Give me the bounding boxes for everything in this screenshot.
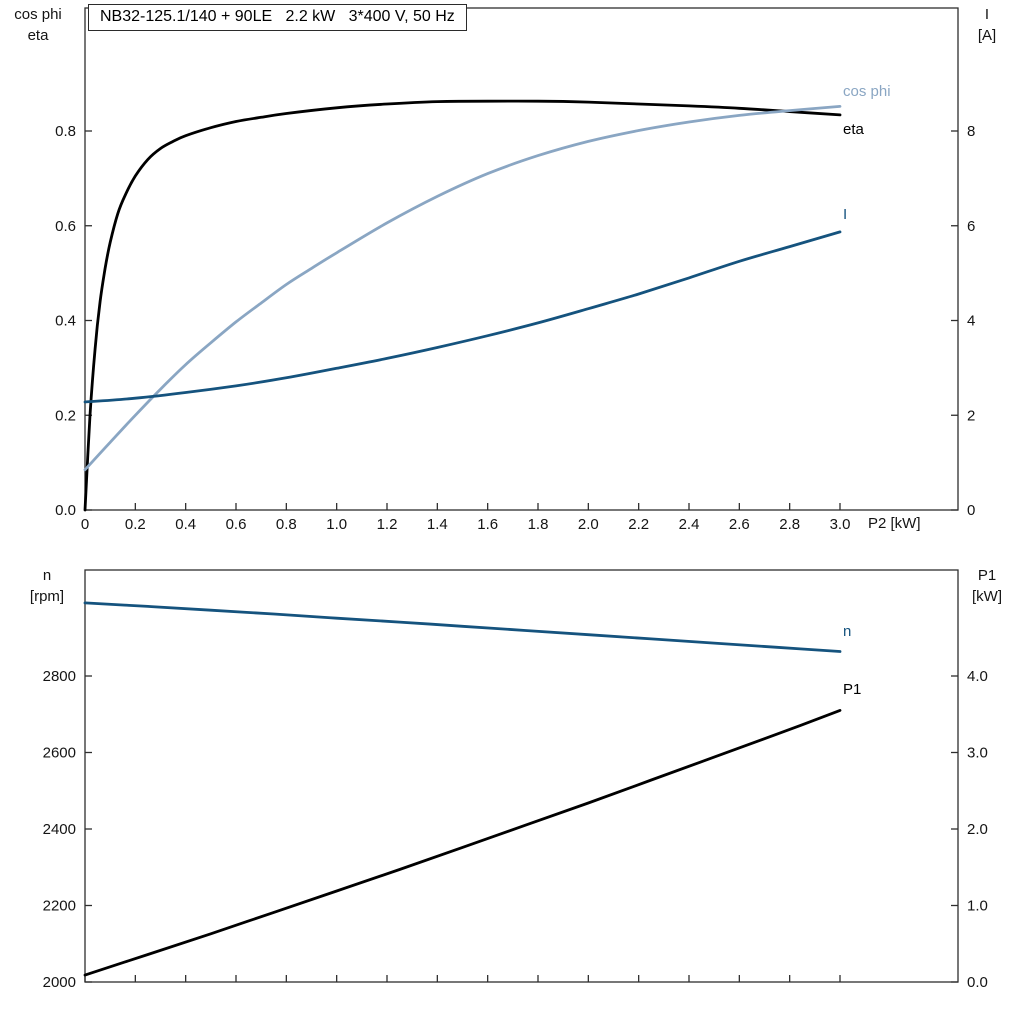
x-tick-label: 0.8 <box>276 516 297 533</box>
x-tick-label: 2.0 <box>578 516 599 533</box>
x-tick-label: 1.2 <box>377 516 398 533</box>
x-tick-label: 1.6 <box>477 516 498 533</box>
left-tick-label: 0.4 <box>55 313 76 330</box>
x-tick-label: 2.4 <box>679 516 700 533</box>
top-left-axis-title-line2: eta <box>27 27 49 44</box>
right-tick-label: 6 <box>967 218 975 235</box>
plot-frame <box>84 7 959 511</box>
curve-n <box>83 601 842 653</box>
x-tick-label: 2.6 <box>729 516 750 533</box>
right-tick-label: 8 <box>967 123 975 140</box>
left-tick-label: 0.2 <box>55 407 76 424</box>
right-tick-label: 1.0 <box>967 898 988 915</box>
right-tick-label: 4.0 <box>967 668 988 685</box>
top-right-axis-title-line1: I <box>984 6 990 23</box>
left-tick-label: 0.6 <box>55 218 76 235</box>
bottom-right-axis-title-line1: P1 <box>977 567 997 584</box>
left-tick-label: 0.0 <box>55 502 76 519</box>
plot-frame <box>84 569 959 983</box>
right-tick-label: 2.0 <box>967 821 988 838</box>
x-tick-label: 0.6 <box>226 516 247 533</box>
x-tick-label: 2.2 <box>628 516 649 533</box>
left-tick-label: 2000 <box>43 974 76 991</box>
bottom-left-axis-title-line1: n <box>42 567 52 584</box>
curve-eta <box>83 99 842 512</box>
right-tick-label: 0.0 <box>967 974 988 991</box>
bottom-right-axis-title-line2: [kW] <box>972 588 1002 605</box>
series-label-eta: eta <box>843 121 864 138</box>
left-tick-label: 2600 <box>43 745 76 762</box>
x-tick-label: 0.4 <box>175 516 196 533</box>
x-tick-label: 1.8 <box>528 516 549 533</box>
right-tick-label: 0 <box>967 502 975 519</box>
series-label-p1: P1 <box>843 681 862 698</box>
series-label-cos-phi: cos phi <box>843 83 891 100</box>
x-tick-label: 2.8 <box>779 516 800 533</box>
right-tick-label: 3.0 <box>967 745 988 762</box>
left-tick-label: 2200 <box>43 898 76 915</box>
left-tick-label: 2800 <box>43 668 76 685</box>
curve-p1 <box>83 709 842 977</box>
top-left-axis-title-line1: cos phi <box>14 6 62 23</box>
series-label-n: n <box>843 623 852 640</box>
bottom-left-axis-title-line2: [rpm] <box>29 588 65 605</box>
left-tick-label: 2400 <box>43 821 76 838</box>
x-tick-label: 3.0 <box>830 516 851 533</box>
top-right-axis-title-line2: [A] <box>977 27 997 44</box>
left-tick-label: 0.8 <box>55 123 76 140</box>
right-tick-label: 4 <box>967 313 975 330</box>
chart-title: NB32-125.1/140 + 90LE 2.2 kW 3*400 V, 50… <box>88 4 467 31</box>
curve-current <box>83 230 842 404</box>
series-label-current: I <box>843 206 848 223</box>
x-tick-label: 1.0 <box>326 516 347 533</box>
x-axis-title: P2 [kW] <box>868 515 921 532</box>
x-tick-label: 1.4 <box>427 516 448 533</box>
curve-cos-phi <box>83 105 842 472</box>
right-tick-label: 2 <box>967 407 975 424</box>
x-tick-label: 0 <box>81 516 89 533</box>
x-tick-label: 0.2 <box>125 516 146 533</box>
